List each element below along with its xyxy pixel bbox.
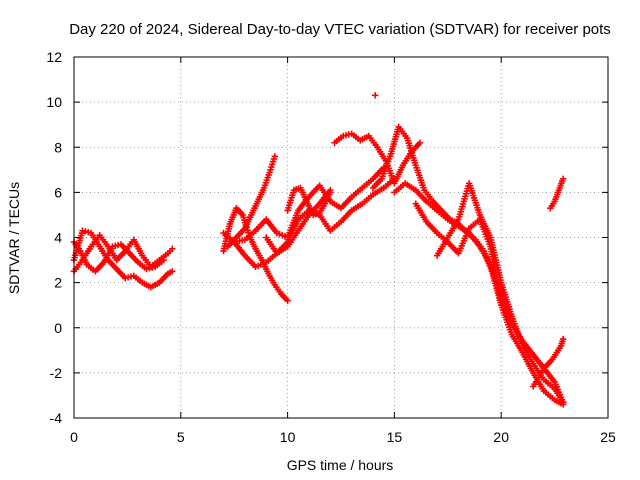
x-axis-label: GPS time / hours: [287, 457, 394, 473]
data-point: [559, 399, 567, 406]
y-axis-label: SDTVAR / TECUs: [6, 182, 22, 294]
y-tick-label: 8: [54, 139, 62, 155]
data-point: [416, 139, 424, 146]
x-tick-label: 15: [387, 429, 403, 445]
x-tick-label: 10: [280, 429, 296, 445]
x-tick-label: 25: [600, 429, 616, 445]
data-point: [327, 189, 334, 196]
y-tick-label: 2: [54, 275, 62, 291]
y-tick-label: 6: [54, 184, 62, 200]
chart-title: Day 220 of 2024, Sidereal Day-to-day VTE…: [69, 21, 611, 38]
data-point: [559, 175, 567, 183]
data-point: [271, 153, 278, 160]
data-point: [160, 256, 167, 264]
data-point: [559, 335, 567, 343]
data-point: [371, 92, 379, 99]
y-tick-label: -2: [50, 365, 63, 381]
grid: [74, 57, 608, 418]
y-tick-label: 12: [46, 49, 62, 65]
axis-ticks: 0 5 10 15 20 25 -4 -2 0 2 4 6 8 10 12: [46, 49, 616, 445]
x-tick-label: 5: [177, 429, 185, 445]
data-point: [169, 245, 176, 252]
data-points: [70, 92, 567, 408]
data-point: [284, 297, 291, 304]
x-tick-label: 20: [493, 429, 509, 445]
y-tick-label: 4: [54, 230, 62, 246]
data-point: [169, 268, 176, 275]
y-tick-label: 10: [46, 94, 62, 110]
y-tick-label: 0: [54, 320, 62, 336]
y-tick-label: -4: [50, 410, 63, 426]
x-tick-label: 0: [70, 429, 78, 445]
